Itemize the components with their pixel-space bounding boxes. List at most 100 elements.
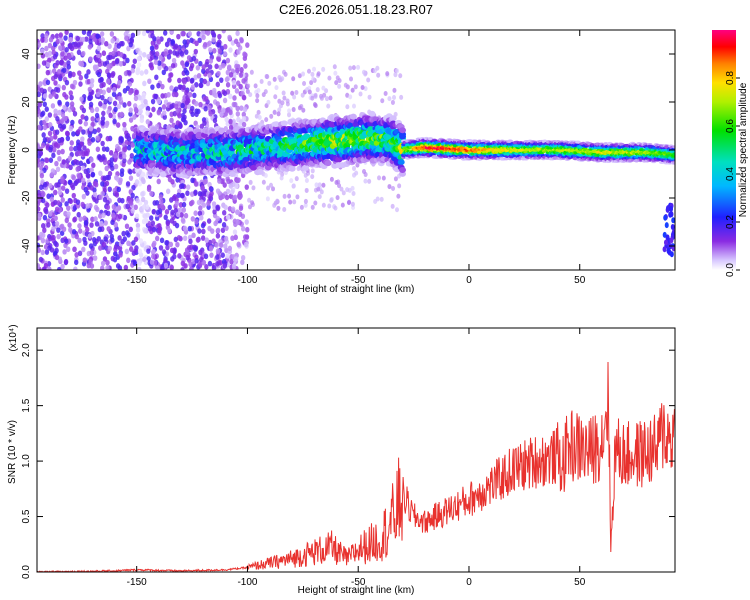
spectrogram-noise-cell [217,92,223,99]
spectrogram-noise-cell [366,77,371,83]
spectrogram-noise-cell [169,85,174,91]
spectrogram-noise-cell [80,201,85,208]
spectrogram-noise-cell [271,186,276,192]
spectrogram-noise-cell [345,187,350,193]
spectrogram-noise-cell [156,109,162,115]
spectrogram-noise-cell [172,110,178,117]
spectrogram-noise-cell [353,84,358,90]
spectrogram-noise-cell [358,91,363,97]
spectrogram-noise-cell [212,204,217,211]
spectrogram-noise-cell [392,87,397,93]
spectrogram-noise-cell [196,73,202,79]
spectrogram-noise-cell [113,152,118,159]
spectrogram-noise-cell [68,227,73,233]
spectrogram-noise-cell [134,89,139,96]
spectrogram-noise-cell [188,261,193,268]
spectrogram-noise-cell [97,153,102,160]
spectrogram-noise-cell [134,179,140,185]
spectrogram-noise-cell [190,216,196,222]
spectrogram-noise-cell [361,69,366,75]
spectrogram-noise-cell [165,220,171,227]
spectrogram-noise-cell [301,71,306,77]
spectrogram-noise-cell [395,68,400,74]
spectrogram-noise-cell [57,99,62,106]
spectrogram-noise-cell [141,218,147,225]
spectrogram-noise-cell [110,219,115,226]
spectrogram-noise-cell [81,246,86,253]
spectrogram-noise-cell [152,240,157,247]
spectrogram-noise-cell [67,222,72,228]
spectrogram-noise-cell [169,117,174,124]
spectrogram-noise-cell [211,265,217,270]
spectrogram-noise-cell [240,259,245,266]
spectrogram-noise-cell [140,171,146,178]
spectrogram-noise-cell [68,164,73,171]
spectrogram-noise-cell [89,78,95,84]
spectrogram-noise-cell [47,112,53,118]
spectrogram-noise-cell [199,199,204,205]
spectrogram-ridge-cell [303,133,311,140]
spectrogram-noise-cell [207,260,213,267]
spectrogram-noise-cell [285,98,290,104]
spectrogram-noise-cell [89,222,94,228]
spectrogram-noise-cell [210,30,215,36]
spectrogram-noise-cell [158,198,164,205]
spectrogram-noise-cell [281,90,286,96]
spectrogram-noise-cell [57,155,62,162]
spectrogram-noise-cell [225,253,230,259]
spectrogram-noise-cell [109,157,114,163]
spectrogram-noise-cell [124,248,130,255]
spectrogram-noise-cell [68,125,74,132]
spectrogram-noise-cell [54,160,59,167]
spectrogram-ridge-cell [399,127,407,134]
spectrogram-noise-cell [387,96,392,102]
spectrogram-noise-cell [41,191,46,197]
spectrogram-noise-cell [85,203,90,209]
spectrogram-noise-cell [83,220,89,226]
spectrogram-noise-cell [171,195,177,201]
spectrogram-noise-cell [142,51,147,58]
spectrogram-noise-cell [118,252,123,258]
spectrogram-noise-cell [176,33,181,40]
spectrogram-noise-cell [73,145,78,152]
spectrogram-noise-cell [329,197,334,203]
spectrogram-noise-cell [48,36,54,43]
spectrogram-noise-cell [191,55,197,62]
spectrogram-noise-cell [210,228,215,234]
spectrogram-noise-cell [68,90,73,96]
spectrogram-noise-cell [54,220,60,227]
spectrogram-noise-cell [213,92,219,99]
spectrogram-noise-cell [58,45,63,51]
spectrogram-noise-cell [47,245,52,251]
spectrogram-noise-cell [155,265,160,270]
spectrogram-noise-cell [128,169,133,175]
spectrogram-noise-cell [275,198,280,204]
spectrogram-noise-cell [111,212,116,218]
spectrogram-noise-cell [266,99,271,105]
spectrogram-noise-cell [55,166,61,173]
spectrogram-noise-cell [133,95,139,102]
spectrogram-noise-cell [69,94,74,101]
spectrogram-noise-cell [180,260,186,267]
spectrogram-noise-cell [235,209,240,216]
spectrogram-noise-cell [118,136,123,143]
spectrogram-noise-cell [177,84,182,90]
spectrogram-noise-cell [73,180,78,187]
spectrogram-noise-cell [232,229,238,235]
spectrogram-noise-cell [300,92,305,98]
spectrogram-noise-cell [253,83,258,89]
spectrogram-noise-cell [299,204,304,210]
spectrogram-noise-cell [291,76,296,82]
spectrogram-noise-cell [310,95,315,101]
spectrogram-noise-cell [321,85,326,91]
spectrogram-noise-cell [200,30,206,36]
spectrogram-noise-cell [167,204,172,211]
spectrogram-noise-cell [236,241,241,248]
spectrogram-noise-cell [215,248,221,254]
spectrogram-noise-cell [178,123,183,129]
spectrogram-noise-cell [64,188,70,194]
spectrogram-noise-cell [214,63,219,70]
spectrogram-noise-cell [241,115,247,122]
spectrogram-noise-cell [53,134,58,140]
spectrogram-noise-cell [37,42,41,48]
